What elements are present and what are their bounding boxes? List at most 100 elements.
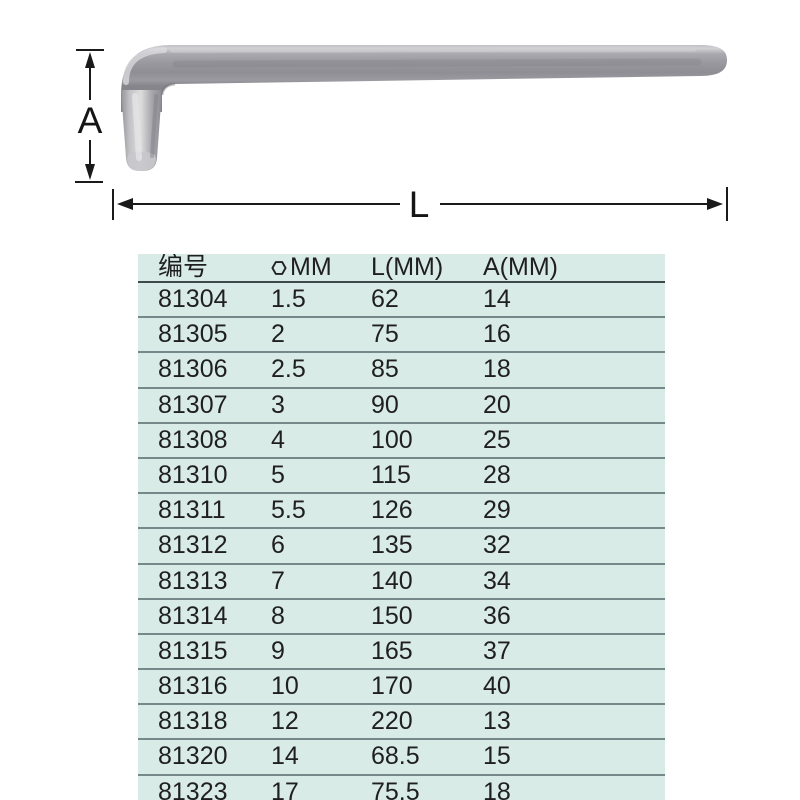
cell-l-mm: 220 (371, 707, 413, 736)
short-arm-shadow (150, 94, 158, 158)
cell-a-mm: 34 (483, 566, 511, 595)
cell-hex-size-mm: 1.5 (271, 285, 306, 313)
cell-hex-size-mm: 9 (271, 636, 285, 665)
cell-a-mm: 13 (483, 707, 511, 736)
table-row: 81314 8 150 36 (138, 600, 665, 635)
cell-hex-size-mm: 7 (271, 566, 285, 595)
bend-highlight (123, 47, 167, 85)
table-row: 81313 7 140 34 (138, 565, 665, 600)
cell-a-mm: 16 (483, 320, 511, 349)
cell-part-number: 81311 (158, 496, 226, 525)
cell-l-mm: 75 (371, 320, 399, 349)
cell-a-mm: 25 (483, 425, 511, 454)
hex-key-diagram: A L (75, 45, 728, 225)
cell-part-number: 81320 (158, 742, 228, 771)
cell-a-mm: 37 (483, 636, 511, 665)
cell-part-number: 81314 (158, 601, 228, 630)
cell-l-mm: 115 (371, 460, 411, 489)
cell-l-mm: 135 (371, 531, 413, 560)
cell-hex-size-mm: 2 (271, 320, 285, 349)
cell-l-mm: 165 (371, 636, 413, 665)
a-down-arrow (85, 164, 95, 180)
table-row: 81310 5 115 28 (138, 459, 665, 495)
cell-part-number: 81315 (158, 636, 228, 665)
cell-l-mm: 100 (371, 425, 413, 454)
cell-part-number: 81313 (158, 566, 228, 595)
cell-hex-size-mm: 8 (271, 601, 285, 630)
inner-corner-shade (160, 82, 176, 96)
hex-key-long-arm (121, 45, 727, 112)
cell-a-mm: 18 (483, 355, 511, 384)
cell-a-mm: 40 (483, 672, 511, 701)
table-row: 81312 6 135 32 (138, 529, 665, 565)
cell-part-number: 81310 (158, 460, 228, 489)
cell-part-number: 81312 (158, 531, 228, 560)
table-row: 81306 2.5 85 18 (138, 353, 665, 389)
cell-part-number: 81307 (158, 390, 228, 419)
table-row: 81320 14 68.5 15 (138, 740, 665, 776)
cell-hex-size-mm: 12 (271, 707, 299, 736)
cell-l-mm: 90 (371, 390, 399, 419)
cell-l-mm: 140 (371, 566, 413, 595)
header-l-mm: L(MM) (371, 254, 444, 281)
cell-hex-size-mm: 5.5 (271, 496, 306, 525)
cell-l-mm: 170 (371, 672, 413, 701)
table-row: 81318 12 220 13 (138, 705, 665, 741)
cell-l-mm: 62 (371, 285, 399, 313)
hex-key-tip-face (127, 151, 156, 171)
cell-hex-size-mm: 5 (271, 460, 285, 489)
cell-hex-size-mm: 17 (271, 777, 299, 800)
l-left-arrow (117, 198, 133, 210)
cell-l-mm: 68.5 (371, 742, 420, 771)
arm-mid-shadow (172, 58, 702, 68)
cell-l-mm: 126 (371, 496, 413, 525)
header-hex-size: MM (271, 254, 371, 281)
dimension-a-label: A (78, 100, 103, 141)
table-row: 81304 1.5 62 14 (138, 283, 665, 319)
cell-part-number: 81316 (158, 672, 228, 701)
cell-part-number: 81318 (158, 707, 228, 736)
cell-hex-size-mm: 10 (271, 672, 299, 701)
cell-a-mm: 20 (483, 390, 511, 419)
cell-a-mm: 14 (483, 285, 511, 313)
table-row: 81308 4 100 25 (138, 424, 665, 459)
table-row: 81311 5.5 126 29 (138, 494, 665, 530)
cell-a-mm: 32 (483, 531, 511, 560)
cell-part-number: 81323 (158, 777, 228, 800)
table-row: 81307 3 90 20 (138, 389, 665, 424)
cell-l-mm: 150 (371, 601, 413, 630)
cell-l-mm: 85 (371, 355, 399, 384)
short-arm-highlight (132, 93, 142, 161)
table-row: 81305 2 75 16 (138, 318, 665, 354)
cell-hex-size-mm: 4 (271, 425, 285, 454)
hex-key-illustration (121, 45, 727, 171)
cell-a-mm: 28 (483, 460, 511, 489)
cell-part-number: 81308 (158, 425, 228, 454)
header-a-mm: A(MM) (483, 254, 558, 281)
cell-hex-size-mm: 2.5 (271, 355, 306, 384)
cell-a-mm: 29 (483, 496, 511, 525)
cell-part-number: 81305 (158, 320, 228, 349)
l-right-arrow (707, 198, 723, 210)
a-up-arrow (85, 52, 95, 68)
cell-hex-size-mm: 14 (271, 742, 299, 771)
spec-table-body: 81304 1.5 62 14 81305 2 75 16 81306 2.5 85 18 81307 3… (138, 283, 665, 800)
cell-part-number: 81304 (158, 285, 228, 313)
dimension-a: A (75, 49, 104, 183)
cell-a-mm: 18 (483, 777, 511, 800)
cell-a-mm: 36 (483, 601, 511, 630)
hex-key-short-arm (121, 90, 162, 171)
cell-hex-size-mm: 3 (271, 390, 285, 419)
cell-hex-size-mm: 6 (271, 531, 285, 560)
cell-a-mm: 15 (483, 742, 511, 771)
table-row: 81315 9 165 37 (138, 635, 665, 671)
dimension-l: L (112, 184, 728, 225)
dimension-l-label: L (409, 184, 430, 225)
cell-part-number: 81306 (158, 355, 228, 384)
hex-size-icon (271, 261, 287, 275)
arm-top-highlight (169, 46, 697, 53)
table-row: 81323 17 75.5 18 (138, 776, 665, 800)
table-row: 81316 10 170 40 (138, 670, 665, 706)
cell-l-mm: 75.5 (371, 777, 420, 800)
table-header: 编号 MM L(MM) A(MM) (138, 254, 665, 283)
